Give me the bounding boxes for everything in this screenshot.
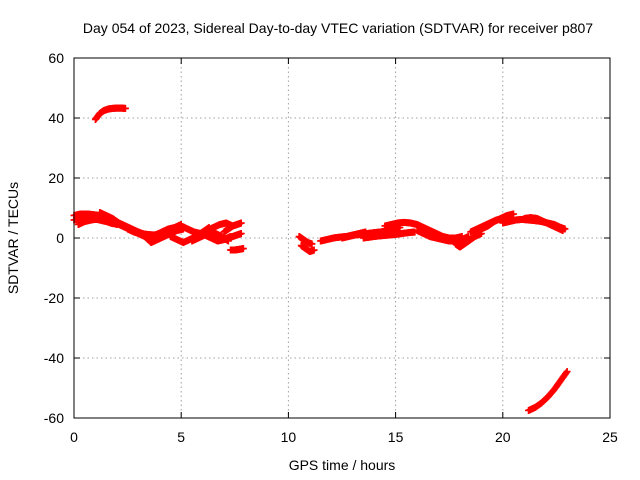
axis-ticks: [73, 57, 611, 419]
x-tick-label: 15: [388, 429, 404, 445]
x-tick-label: 20: [495, 429, 511, 445]
x-tick-label: 0: [70, 429, 78, 445]
data-point: [121, 104, 129, 112]
y-tick-label: 20: [48, 170, 64, 186]
data-point: [239, 245, 247, 252]
y-tick-label: 0: [56, 230, 64, 246]
data-point: [310, 246, 318, 254]
data-point: [563, 368, 571, 375]
data-point: [464, 237, 472, 245]
x-tick-label: 10: [281, 429, 297, 445]
x-tick-label: 25: [602, 429, 618, 445]
chart-title: Day 054 of 2023, Sidereal Day-to-day VTE…: [83, 20, 593, 36]
y-tick-label: 40: [48, 110, 64, 126]
y-tick-label: -20: [44, 290, 64, 306]
data-point: [559, 227, 567, 234]
x-tick-label: 5: [177, 429, 185, 445]
data-point: [510, 210, 518, 218]
data-points: [70, 104, 571, 414]
data-point: [237, 219, 245, 227]
data-point: [237, 230, 245, 237]
data-point: [308, 240, 316, 248]
data-point: [562, 369, 570, 377]
x-tick-labels: 0 5 10 15 20 25: [70, 429, 618, 445]
y-tick-label: -60: [44, 410, 64, 426]
y-tick-label: 60: [48, 50, 64, 66]
grid: [74, 58, 610, 418]
y-axis-label: SDTVAR / TECUs: [5, 182, 21, 294]
y-tick-label: -40: [44, 350, 64, 366]
y-tick-labels: -60 -40 -20 0 20 40 60: [44, 50, 64, 426]
x-axis-label: GPS time / hours: [289, 457, 396, 473]
